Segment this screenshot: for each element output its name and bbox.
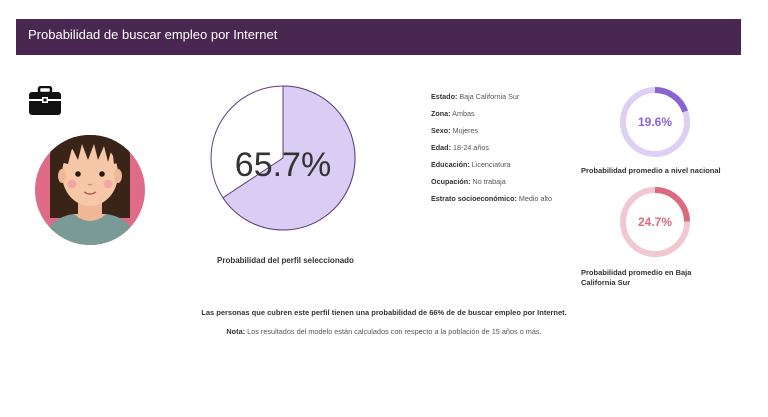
- state-value-label: 24.7%: [638, 215, 672, 229]
- profile-details: Estado: Baja California Sur Zona: Ambas …: [431, 92, 561, 211]
- page-header: Probabilidad de buscar empleo por Intern…: [16, 19, 741, 55]
- national-donut-arc: [620, 87, 690, 157]
- profile-pie-chart: 65.7%: [209, 84, 357, 232]
- briefcase-icon: [28, 85, 62, 116]
- pie-value-label: 65.7%: [235, 146, 331, 184]
- detail-edad: Edad: 18-24 años: [431, 143, 489, 152]
- page-title: Probabilidad de buscar empleo por Intern…: [28, 27, 278, 42]
- national-caption: Probabilidad promedio a nivel nacional: [581, 166, 721, 175]
- woman-avatar: [34, 118, 146, 250]
- detail-educacion: Educación: Licenciatura: [431, 160, 511, 169]
- state-donut: 24.7%: [619, 186, 691, 258]
- note-body: Los resultados del modelo están calculad…: [247, 327, 542, 336]
- detail-estrato: Estrato socioeconómico: Medio alto: [431, 194, 553, 203]
- detail-sexo: Sexo: Mujeres: [431, 126, 479, 135]
- pie-slice-profile: [222, 85, 356, 231]
- note-label: Nota:: [226, 327, 246, 336]
- detail-estado: Estado: Baja California Sur: [431, 92, 520, 101]
- detail-zona: Zona: Ambas: [431, 109, 475, 118]
- national-value-label: 19.6%: [638, 115, 672, 129]
- national-donut: 19.6%: [619, 86, 691, 158]
- state-donut-arc: [620, 187, 690, 257]
- pie-caption: Probabilidad del perfil seleccionado: [217, 256, 354, 265]
- summary-text: Las personas que cubren este perfil tien…: [201, 308, 567, 317]
- detail-ocupacion: Ocupación: No trabaja: [431, 177, 506, 186]
- state-caption: Probabilidad promedio en Baja California…: [581, 268, 692, 287]
- note-text: Nota: Los resultados del modelo están ca…: [0, 327, 768, 336]
